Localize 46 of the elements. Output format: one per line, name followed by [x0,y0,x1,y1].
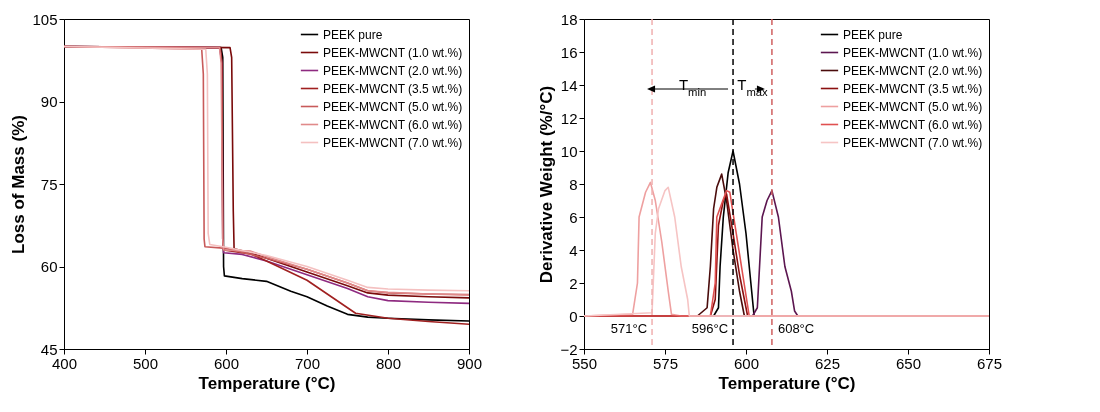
legend-label: PEEK-MWCNT (2.0 wt.%) [323,63,463,78]
y-tick-label: 2 [569,274,578,292]
x-tick-label: 700 [294,354,321,372]
y-tick-label: 0 [569,307,578,325]
annotation: T$_{min}$ [678,76,707,98]
y-tick-label: 14 [560,76,578,94]
legend-label: PEEK-MWCNT (2.0 wt.%) [843,63,983,78]
y-axis-title: Derivative Weight (%/°C) [537,85,557,284]
y-tick-label: 16 [560,43,578,61]
x-axis-title: Temperature (°C) [198,373,336,393]
x-tick-label: 800 [375,354,402,372]
y-tick-label: 8 [569,175,578,193]
ref-line-label: 571°C [610,321,648,336]
y-tick-label: 90 [40,93,58,110]
y-tick-label: 10 [560,142,578,160]
ref-line-label: 596°C [691,321,729,336]
legend-label: PEEK pure [843,27,903,42]
y-tick-label: 60 [40,258,58,275]
x-tick-label: 600 [213,354,240,372]
legend-label: PEEK-MWCNT (6.0 wt.%) [323,117,463,132]
legend-label: PEEK-MWCNT (5.0 wt.%) [843,99,983,114]
legend-label: PEEK-MWCNT (7.0 wt.%) [323,135,463,150]
y-tick-label: 105 [32,10,58,28]
x-tick-label: 675 [976,354,1003,372]
x-tick-label: 500 [132,354,159,372]
y-tick-label: 4 [569,241,578,259]
legend-label: PEEK-MWCNT (1.0 wt.%) [843,45,983,60]
y-axis-title: Loss of Mass (%) [9,115,29,254]
y-tick-label: 12 [560,109,578,127]
ref-line-label: 608°C [777,321,815,336]
legend-label: PEEK pure [323,27,383,42]
legend-label: PEEK-MWCNT (5.0 wt.%) [323,99,463,114]
x-tick-label: 600 [733,354,760,372]
y-tick-label: 75 [40,175,58,193]
y-tick-label: 18 [560,10,578,28]
x-tick-label: 575 [652,354,679,372]
y-tick-label: 6 [569,208,578,226]
x-tick-label: 900 [456,354,483,372]
x-tick-label: 650 [895,354,922,372]
legend-label: PEEK-MWCNT (6.0 wt.%) [843,117,983,132]
legend-label: PEEK-MWCNT (3.5 wt.%) [323,81,463,96]
x-axis-title: Temperature (°C) [718,373,856,393]
legend-label: PEEK-MWCNT (7.0 wt.%) [843,135,983,150]
legend-label: PEEK-MWCNT (3.5 wt.%) [843,81,983,96]
x-tick-label: 625 [814,354,841,372]
legend-label: PEEK-MWCNT (1.0 wt.%) [323,45,463,60]
